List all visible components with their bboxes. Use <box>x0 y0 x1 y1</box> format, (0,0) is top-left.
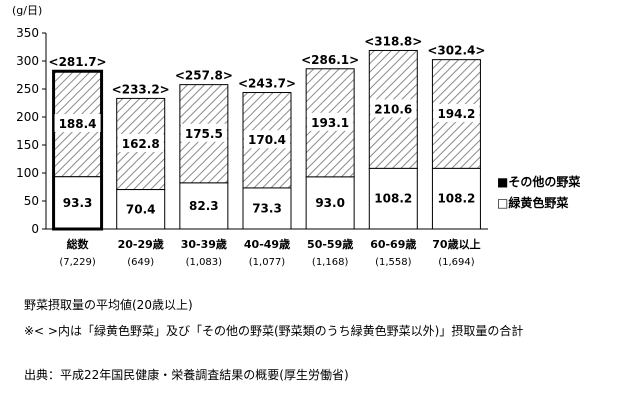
bar-group: 194.2 108.2 <302.4> <box>427 44 485 230</box>
data-label-other-vegetables: 193.1 <box>311 116 349 130</box>
data-label-background <box>244 130 290 149</box>
data-label-green-yellow-vegetables: 82.3 <box>189 199 219 213</box>
data-label-green-yellow-vegetables: 108.2 <box>437 192 475 206</box>
y-axis: 0 50 100 150 200 250 300 350 <box>16 26 488 236</box>
y-tick-label: 100 <box>16 166 39 180</box>
total-label: <257.8> <box>175 69 233 83</box>
bar-group: 210.6 108.2 <318.8> <box>364 34 422 230</box>
bar-group: 170.4 73.3 <243.7> <box>238 77 296 230</box>
data-label-background <box>311 192 350 211</box>
bar-highlight-outline <box>52 69 104 231</box>
x-category-label: 総数 <box>67 237 90 251</box>
legend-item-other-vegetables: ■その他の野菜 <box>497 174 580 189</box>
legend-item-green-yellow-vegetables: □緑黄色野菜 <box>497 195 568 210</box>
bar-groups: 188.4 93.3 <281.7> 162.8 70.4 <233.2> 175.5 82.… <box>49 34 485 231</box>
data-label-other-vegetables: 194.2 <box>437 107 475 121</box>
legend: ■その他の野菜 □緑黄色野菜 <box>497 174 580 210</box>
data-label-green-yellow-vegetables: 93.0 <box>315 196 345 210</box>
x-sample-size-label: (649) <box>127 257 154 268</box>
y-tick-label: 150 <box>16 138 39 152</box>
x-category-label: 30-39歳 <box>181 237 227 251</box>
data-label-background <box>248 198 286 217</box>
x-category-label: 40-49歳 <box>244 237 290 251</box>
bar-group: 175.5 82.3 <257.8> <box>175 69 233 230</box>
note-title: 野菜摂取量の平均値(20歳以上) <box>24 298 193 312</box>
x-sample-size-label: (7,229) <box>59 257 96 268</box>
data-label-background <box>370 99 417 118</box>
x-sample-size-label: (1,694) <box>438 257 475 268</box>
data-label-green-yellow-vegetables: 73.3 <box>252 201 282 215</box>
total-label: <302.4> <box>427 44 485 58</box>
data-label-green-yellow-vegetables: 70.4 <box>126 202 156 216</box>
data-label-other-vegetables: 188.4 <box>59 117 97 131</box>
x-sample-size-label: (1,083) <box>186 257 223 268</box>
total-label: <318.8> <box>364 34 422 48</box>
y-tick-label: 200 <box>16 110 39 124</box>
data-label-green-yellow-vegetables: 93.3 <box>63 196 93 210</box>
data-label-background <box>433 188 480 207</box>
data-label-other-vegetables: 170.4 <box>248 133 286 147</box>
y-tick-label: 350 <box>16 26 39 40</box>
data-label-other-vegetables: 175.5 <box>185 127 223 141</box>
x-axis-labels: 総数 (7,229) 20-29歳 (649) 30-39歳 (1,083) 40-49歳 (… <box>59 237 480 268</box>
y-axis-unit: (g/日) <box>12 4 42 17</box>
note-source: 出典：平成22年国民健康・栄養調査結果の概要(厚生労働省) <box>24 368 349 382</box>
data-label-green-yellow-vegetables: 108.2 <box>374 192 412 206</box>
total-label: <233.2> <box>112 82 170 96</box>
bar-group: 188.4 93.3 <281.7> <box>49 55 107 231</box>
total-label: <281.7> <box>49 55 107 69</box>
bar-group: 162.8 70.4 <233.2> <box>112 82 170 230</box>
data-label-other-vegetables: 210.6 <box>374 102 412 116</box>
y-tick-label: 0 <box>31 222 39 236</box>
data-label-background <box>58 192 97 211</box>
note-totals-explanation: ※< >内は「緑黄色野菜」及び「その他の野菜(野菜類のうち緑黄色野菜以外)」摂取… <box>24 324 524 338</box>
x-category-label: 60-69歳 <box>370 237 416 251</box>
total-label: <243.7> <box>238 77 296 91</box>
x-sample-size-label: (1,168) <box>312 257 349 268</box>
total-label: <286.1> <box>301 53 359 67</box>
bar-group: 193.1 93.0 <286.1> <box>301 53 359 230</box>
data-label-background <box>180 123 227 142</box>
data-label-background <box>54 114 101 132</box>
x-category-label: 70歳以上 <box>432 237 480 251</box>
y-tick-label: 250 <box>16 82 39 96</box>
data-label-background <box>370 188 417 207</box>
data-label-background <box>433 104 480 123</box>
vegetable-intake-chart: (g/日) 0 50 100 150 200 250 300 350 188.4 93.3 <28… <box>12 4 580 268</box>
data-label-other-vegetables: 162.8 <box>122 137 160 151</box>
y-tick-label: 300 <box>16 54 39 68</box>
x-sample-size-label: (1,077) <box>249 257 286 268</box>
x-category-label: 20-29歳 <box>118 237 164 251</box>
data-label-background <box>121 199 160 218</box>
data-label-background <box>307 112 354 131</box>
x-category-label: 50-59歳 <box>307 237 353 251</box>
y-tick-label: 50 <box>24 194 39 208</box>
x-sample-size-label: (1,558) <box>375 257 412 268</box>
data-label-background <box>184 195 223 214</box>
data-label-background <box>117 133 164 152</box>
